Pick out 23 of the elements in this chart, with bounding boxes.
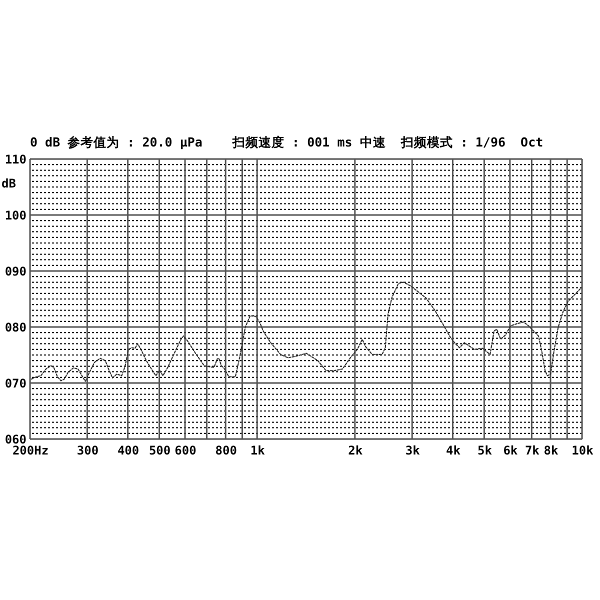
y-tick-label: 070 — [4, 376, 26, 390]
x-tick-label: 400 — [117, 444, 140, 458]
x-tick-label: 2k — [348, 444, 364, 458]
x-tick-label: 1k — [250, 444, 266, 458]
y-tick-label: 100 — [4, 208, 26, 222]
y-axis-title: dB — [2, 176, 16, 190]
x-tick-label: 10k — [572, 444, 594, 458]
chart-title: 0 dB 参考值为 : 20.0 μPa 扫频速度 : 001 ms 中速 扫频模式 : 1/96 Oct — [30, 134, 544, 150]
y-tick-label: 090 — [4, 264, 26, 278]
x-tick-label: 4k — [446, 444, 462, 458]
x-tick-label: 7k — [524, 444, 540, 458]
x-tick-label: 6k — [503, 444, 518, 458]
x-tick-label: 200Hz — [12, 444, 49, 458]
x-tick-label: 500 — [148, 444, 171, 458]
y-tick-label: 060 — [4, 432, 26, 446]
y-tick-label: 110 — [4, 152, 26, 166]
x-tick-label: 600 — [174, 444, 196, 458]
x-tick-label: 800 — [215, 444, 237, 458]
y-tick-label: 080 — [4, 320, 26, 334]
x-tick-label: 300 — [76, 444, 99, 458]
x-tick-label: 5k — [477, 444, 493, 458]
x-tick-label: 8k — [544, 444, 560, 458]
x-tick-label: 3k — [405, 444, 421, 458]
